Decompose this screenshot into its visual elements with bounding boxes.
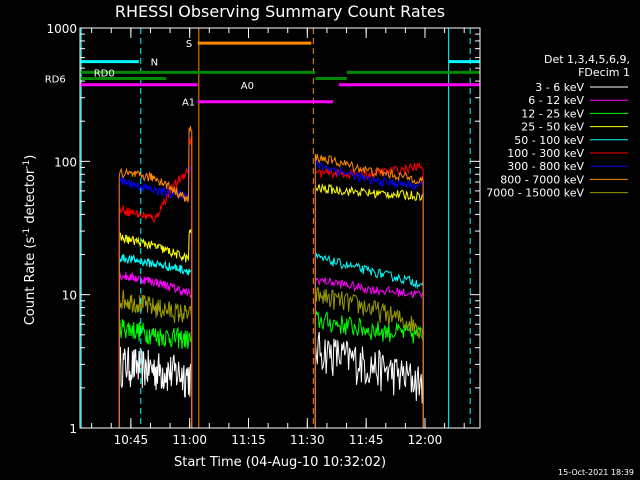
y-tick-label: 10: [62, 289, 77, 303]
trace-0-seg-B: [314, 331, 424, 428]
legend-header-line-2: FDecim 1: [578, 66, 630, 79]
axes: 1 10 100 1000 10:45 11:00 11:15 11:30 11:45 12:00: [46, 22, 481, 447]
legend-entry-label: 25 - 50 keV: [521, 121, 584, 134]
trace-8-seg-B: [314, 153, 424, 428]
x-tick-label: 11:45: [349, 433, 384, 447]
trace-6-seg-A: [118, 135, 193, 428]
state-label-n: N: [151, 58, 158, 69]
trace-2-seg-B: [314, 286, 424, 428]
y-tick-label: 1: [69, 422, 77, 436]
legend-entry-label: 50 - 100 keV: [514, 134, 584, 147]
trace-6-seg-B: [314, 161, 424, 428]
chart-title: RHESSI Observing Summary Count Rates: [115, 2, 445, 21]
x-tick-label: 12:00: [408, 433, 443, 447]
legend-entry-label: 100 - 300 keV: [507, 147, 584, 160]
trace-0-seg-A: [118, 346, 193, 428]
trace-3-seg-A: [118, 272, 193, 428]
trace-2-seg-A: [118, 289, 193, 428]
x-tick-label: 11:30: [290, 433, 325, 447]
trace-4-seg-B: [314, 252, 424, 428]
trace-8-seg-A: [118, 126, 193, 428]
state-label-a1: A1: [182, 98, 195, 109]
state-label-rd6: RD6: [45, 75, 66, 86]
legend-entry-label: 300 - 800 keV: [507, 160, 584, 173]
timestamp-footer: 15-Oct-2021 18:39: [558, 468, 634, 477]
trace-5-seg-A: [118, 228, 193, 428]
trace-4-seg-A: [118, 253, 193, 428]
legend-entry-label: 7000 - 15000 keV: [486, 187, 584, 200]
trace-3-seg-B: [314, 276, 424, 428]
legend-entry-label: 6 - 12 keV: [528, 94, 584, 107]
x-axis-label: Start Time (04-Aug-10 10:32:02): [174, 455, 386, 470]
legend-entry-label: 800 - 7000 keV: [500, 173, 584, 186]
trace-1-seg-A: [118, 319, 193, 428]
x-tick-label: 10:45: [114, 433, 149, 447]
plot-area: N S RD0 RD6 A0 A1: [45, 28, 480, 428]
state-label-s: S: [186, 39, 192, 50]
trace-5-seg-B: [314, 183, 424, 428]
legend-header-line-1: Det 1,3,4,5,6,9,: [544, 53, 630, 66]
trace-7-seg-A: [118, 165, 193, 428]
legend-entry-label: 3 - 6 keV: [535, 81, 584, 94]
y-tick-label: 100: [54, 155, 77, 169]
state-label-a0: A0: [241, 81, 254, 92]
legend-entry-label: 12 - 25 keV: [521, 107, 584, 120]
x-tick-label: 11:00: [172, 433, 207, 447]
y-tick-label: 1000: [46, 22, 77, 36]
y-axis-label: Count Rate (s-1 detector-1): [22, 155, 38, 326]
state-label-rd0: RD0: [94, 68, 115, 79]
x-tick-label: 11:15: [231, 433, 266, 447]
plot-frame: [79, 27, 481, 429]
trace-7-seg-B: [314, 158, 424, 428]
trace-1-seg-B: [314, 310, 424, 428]
